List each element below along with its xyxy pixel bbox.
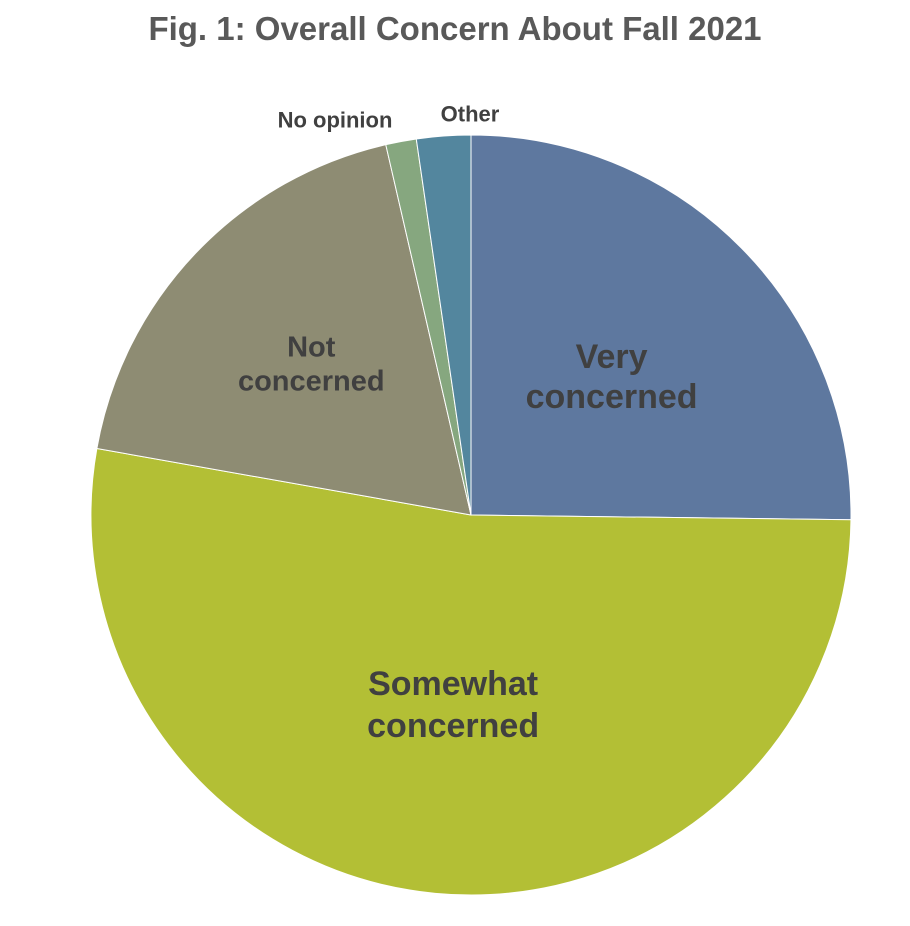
slice-label-not-concerned: Not concerned	[238, 331, 385, 397]
pie-slice-other	[415, 134, 472, 516]
slice-label-no-opinion: No opinion	[278, 108, 393, 133]
slice-label-very-concerned: Very concerned	[526, 338, 698, 416]
pie-slice-somewhat-concerned	[90, 447, 852, 896]
chart-title: Fig. 1: Overall Concern About Fall 2021	[148, 10, 762, 47]
pie-slice-very-concerned	[470, 134, 852, 521]
slice-label-other: Other	[441, 102, 500, 127]
pie-slice-not-concerned	[96, 144, 472, 516]
slice-label-somewhat-concerned: Somewhat concerned	[367, 665, 539, 745]
